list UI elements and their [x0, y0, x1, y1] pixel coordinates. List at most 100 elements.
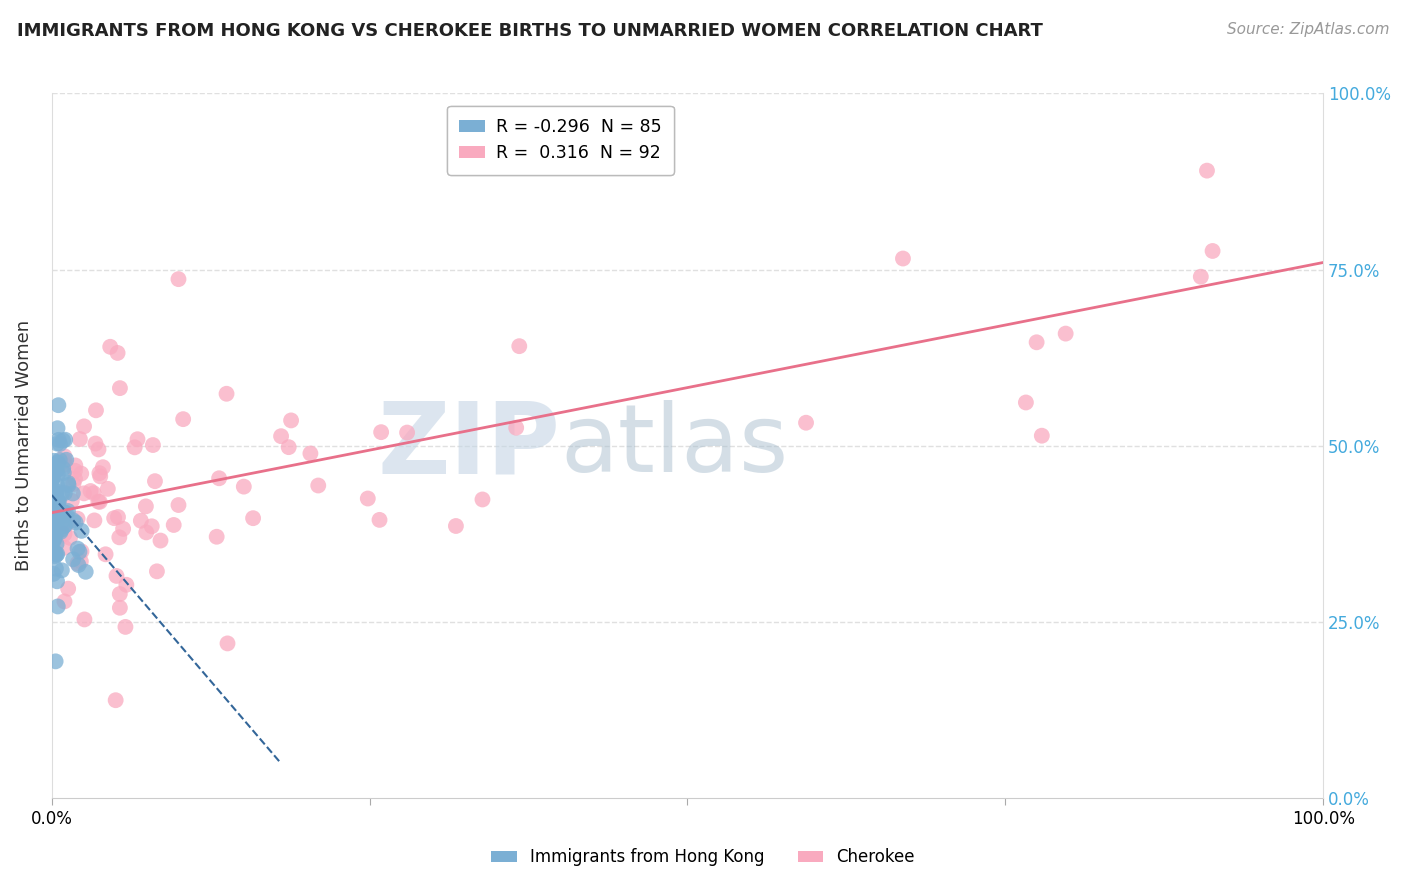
- Point: [1195, 163, 1218, 178]
- Point: [142, 438, 165, 452]
- Point: [69, 545, 91, 559]
- Point: [114, 620, 136, 634]
- Point: [270, 429, 292, 443]
- Point: [44, 532, 66, 546]
- Point: [62, 486, 84, 500]
- Point: [124, 441, 146, 455]
- Point: [45, 463, 67, 477]
- Point: [46, 467, 69, 482]
- Point: [143, 474, 166, 488]
- Point: [108, 530, 131, 544]
- Point: [94, 547, 117, 561]
- Point: [42, 454, 65, 468]
- Point: [149, 533, 172, 548]
- Point: [107, 346, 129, 360]
- Point: [357, 491, 380, 506]
- Point: [46, 508, 69, 523]
- Point: [60, 494, 83, 508]
- Point: [44, 486, 66, 500]
- Point: [146, 565, 169, 579]
- Point: [45, 561, 67, 575]
- Point: [89, 495, 111, 509]
- Point: [41, 482, 63, 496]
- Point: [44, 547, 66, 561]
- Text: ZIP: ZIP: [377, 397, 561, 494]
- Point: [83, 513, 105, 527]
- Point: [83, 486, 105, 500]
- Point: [48, 433, 70, 447]
- Point: [129, 514, 152, 528]
- Point: [44, 461, 66, 475]
- Text: IMMIGRANTS FROM HONG KONG VS CHEROKEE BIRTHS TO UNMARRIED WOMEN CORRELATION CHAR: IMMIGRANTS FROM HONG KONG VS CHEROKEE BI…: [17, 22, 1043, 40]
- Point: [51, 486, 73, 500]
- Point: [107, 510, 129, 524]
- Point: [891, 252, 914, 266]
- Point: [41, 471, 63, 485]
- Point: [75, 565, 97, 579]
- Point: [46, 495, 69, 509]
- Point: [49, 437, 72, 451]
- Point: [63, 464, 86, 478]
- Point: [53, 458, 76, 472]
- Point: [41, 504, 63, 518]
- Point: [56, 475, 79, 490]
- Point: [89, 469, 111, 483]
- Y-axis label: Births to Unmarried Women: Births to Unmarried Women: [15, 320, 32, 571]
- Point: [53, 433, 76, 447]
- Point: [62, 552, 84, 566]
- Point: [53, 486, 76, 500]
- Point: [73, 486, 96, 500]
- Point: [69, 432, 91, 446]
- Point: [46, 495, 69, 509]
- Text: Source: ZipAtlas.com: Source: ZipAtlas.com: [1226, 22, 1389, 37]
- Point: [53, 594, 76, 608]
- Point: [115, 578, 138, 592]
- Point: [51, 523, 73, 537]
- Point: [84, 403, 107, 417]
- Point: [163, 518, 186, 533]
- Text: atlas: atlas: [561, 400, 789, 491]
- Point: [108, 587, 131, 601]
- Point: [65, 516, 87, 530]
- Point: [1015, 395, 1038, 409]
- Point: [45, 464, 67, 478]
- Point: [46, 455, 69, 469]
- Point: [52, 466, 75, 480]
- Point: [53, 541, 76, 555]
- Point: [46, 574, 69, 589]
- Point: [1201, 244, 1223, 258]
- Point: [58, 478, 80, 492]
- Point: [280, 413, 302, 427]
- Point: [73, 612, 96, 626]
- Point: [46, 599, 69, 614]
- Point: [46, 547, 69, 561]
- Point: [42, 534, 65, 549]
- Point: [49, 524, 72, 539]
- Point: [84, 436, 107, 450]
- Point: [53, 516, 76, 531]
- Point: [56, 582, 79, 596]
- Point: [45, 524, 67, 538]
- Point: [277, 440, 299, 454]
- Point: [46, 457, 69, 471]
- Point: [53, 454, 76, 468]
- Point: [52, 508, 75, 522]
- Point: [62, 513, 84, 527]
- Point: [46, 421, 69, 435]
- Point: [56, 517, 79, 532]
- Point: [48, 453, 70, 467]
- Point: [48, 398, 70, 412]
- Point: [89, 466, 111, 480]
- Point: [1031, 428, 1053, 442]
- Point: [471, 492, 494, 507]
- Point: [41, 471, 63, 485]
- Point: [135, 500, 157, 514]
- Point: [51, 563, 73, 577]
- Point: [42, 528, 65, 542]
- Point: [41, 469, 63, 483]
- Point: [167, 498, 190, 512]
- Point: [73, 419, 96, 434]
- Point: [67, 558, 90, 572]
- Point: [45, 548, 67, 562]
- Point: [52, 461, 75, 475]
